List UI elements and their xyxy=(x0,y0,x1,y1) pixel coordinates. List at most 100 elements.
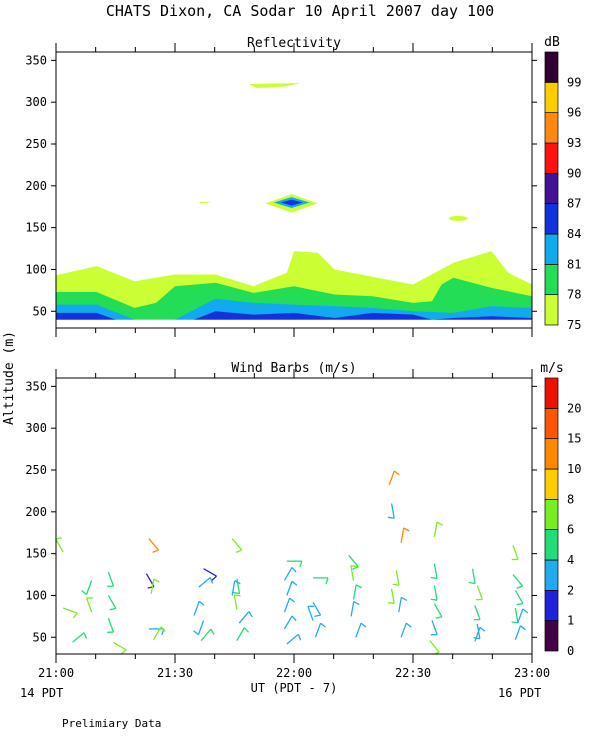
y-tick-label: 250 xyxy=(25,463,47,477)
wind-barbs-x-axis xyxy=(55,369,533,663)
wind-barb xyxy=(429,640,440,656)
colorbar-swatch xyxy=(544,377,559,409)
colorbar-swatch xyxy=(544,620,559,652)
colorbar-label: 4 xyxy=(567,553,574,567)
wind-barb xyxy=(193,600,205,616)
y-tick-label: 50 xyxy=(33,630,47,644)
y-tick-label: 350 xyxy=(25,53,47,67)
colorbar-label: 84 xyxy=(567,227,581,241)
wind-barb xyxy=(468,568,476,585)
footer-right-label: 16 PDT xyxy=(498,686,541,700)
wind-barb xyxy=(352,584,362,600)
colorbar-label: 2 xyxy=(567,583,574,597)
colorbar-swatch xyxy=(544,529,559,561)
wind-barb xyxy=(313,577,329,585)
wind-barb xyxy=(193,620,205,636)
colorbar-swatch xyxy=(544,498,559,531)
wind-barb xyxy=(231,538,243,554)
colorbar-label: 0 xyxy=(567,644,574,658)
reflectivity-features xyxy=(198,82,468,221)
wind-barb xyxy=(236,627,250,641)
wind-barb xyxy=(473,605,481,621)
y-tick-label: 100 xyxy=(25,588,47,602)
wind-barb xyxy=(348,554,359,570)
wind-barb xyxy=(55,537,64,553)
x-tick-label: 21:00 xyxy=(38,666,74,680)
wind-barb xyxy=(514,625,526,641)
wind-barb xyxy=(107,595,117,611)
y-tick-label: 200 xyxy=(25,505,47,519)
wind-barb xyxy=(286,580,298,596)
colorbar-swatch xyxy=(544,294,559,326)
y-tick-label: 50 xyxy=(33,304,47,318)
colorbar-swatch xyxy=(544,438,559,470)
reflectivity-layer-78 xyxy=(56,277,532,320)
colorbar-label: 87 xyxy=(567,197,581,211)
colorbar-label: 90 xyxy=(567,166,581,180)
wind-barbs-colorbar-unit: m/s xyxy=(540,361,563,376)
colorbar-label: 99 xyxy=(567,75,581,89)
reflectivity-layer-81 xyxy=(56,298,532,320)
y-axis-label: Altitude (m) xyxy=(2,331,17,425)
x-tick-label: 22:30 xyxy=(395,666,431,680)
y-tick-label: 200 xyxy=(25,179,47,193)
reflectivity-feature xyxy=(448,215,468,221)
colorbar-swatch xyxy=(544,263,559,296)
colorbar-label: 8 xyxy=(567,492,574,506)
colorbar-swatch xyxy=(544,112,559,144)
wind-barb xyxy=(233,594,241,610)
y-tick-label: 300 xyxy=(25,95,47,109)
reflectivity-x-axis xyxy=(55,43,533,337)
wind-barb xyxy=(430,563,438,580)
wind-barb xyxy=(150,578,160,594)
wind-barb xyxy=(398,596,408,613)
reflectivity-y-axis: 50 100 150 200 250 300 350 xyxy=(25,53,537,318)
wind-barb xyxy=(233,578,241,595)
wind-barb xyxy=(198,576,214,588)
footnote: Prelimiary Data xyxy=(62,717,161,730)
wind-barb xyxy=(511,607,519,624)
wind-barb xyxy=(283,615,297,630)
colorbar-swatch xyxy=(544,172,559,205)
colorbar-label: 75 xyxy=(567,318,581,332)
wind-barb xyxy=(107,617,115,633)
wind-barb xyxy=(312,601,322,618)
colorbar-label: 1 xyxy=(567,614,574,628)
reflectivity-feature xyxy=(248,82,302,88)
wind-barb xyxy=(511,545,519,561)
x-tick-label: 23:00 xyxy=(514,666,550,680)
wind-barb xyxy=(231,580,241,596)
wind-barb xyxy=(474,626,486,642)
colorbar-swatch xyxy=(544,559,559,591)
reflectivity-feature xyxy=(280,199,303,206)
reflectivity-fill xyxy=(56,251,532,320)
wind-barb xyxy=(350,564,358,581)
wind-barb xyxy=(430,585,438,601)
colorbar-swatch xyxy=(544,51,559,83)
wind-barb xyxy=(400,527,410,543)
wind-barb xyxy=(286,633,302,645)
wind-barb xyxy=(283,597,295,613)
footer-left-label: 14 PDT xyxy=(20,686,63,700)
wind-barb xyxy=(433,603,443,619)
colorbar-swatch xyxy=(544,81,559,114)
colorbar-swatch xyxy=(544,203,559,235)
colorbar-label: 93 xyxy=(567,136,581,150)
wind-barb xyxy=(85,597,93,613)
wind-barb xyxy=(392,570,400,586)
y-tick-label: 350 xyxy=(25,379,47,393)
x-tick-label: 22:00 xyxy=(276,666,312,680)
colorbar-swatch xyxy=(544,407,559,440)
wind-barb xyxy=(200,628,215,642)
x-tick-labels: 21:00 21:30 22:00 22:30 23:00 xyxy=(38,666,550,680)
wind-barb xyxy=(355,622,367,638)
wind-barb xyxy=(112,641,127,655)
wind-barb xyxy=(81,580,93,596)
y-tick-label: 250 xyxy=(25,137,47,151)
wind-barb xyxy=(350,601,360,617)
wind-barb xyxy=(430,620,438,636)
wind-barbs-y-axis: 50 100 150 200 250 300 350 xyxy=(25,379,537,644)
